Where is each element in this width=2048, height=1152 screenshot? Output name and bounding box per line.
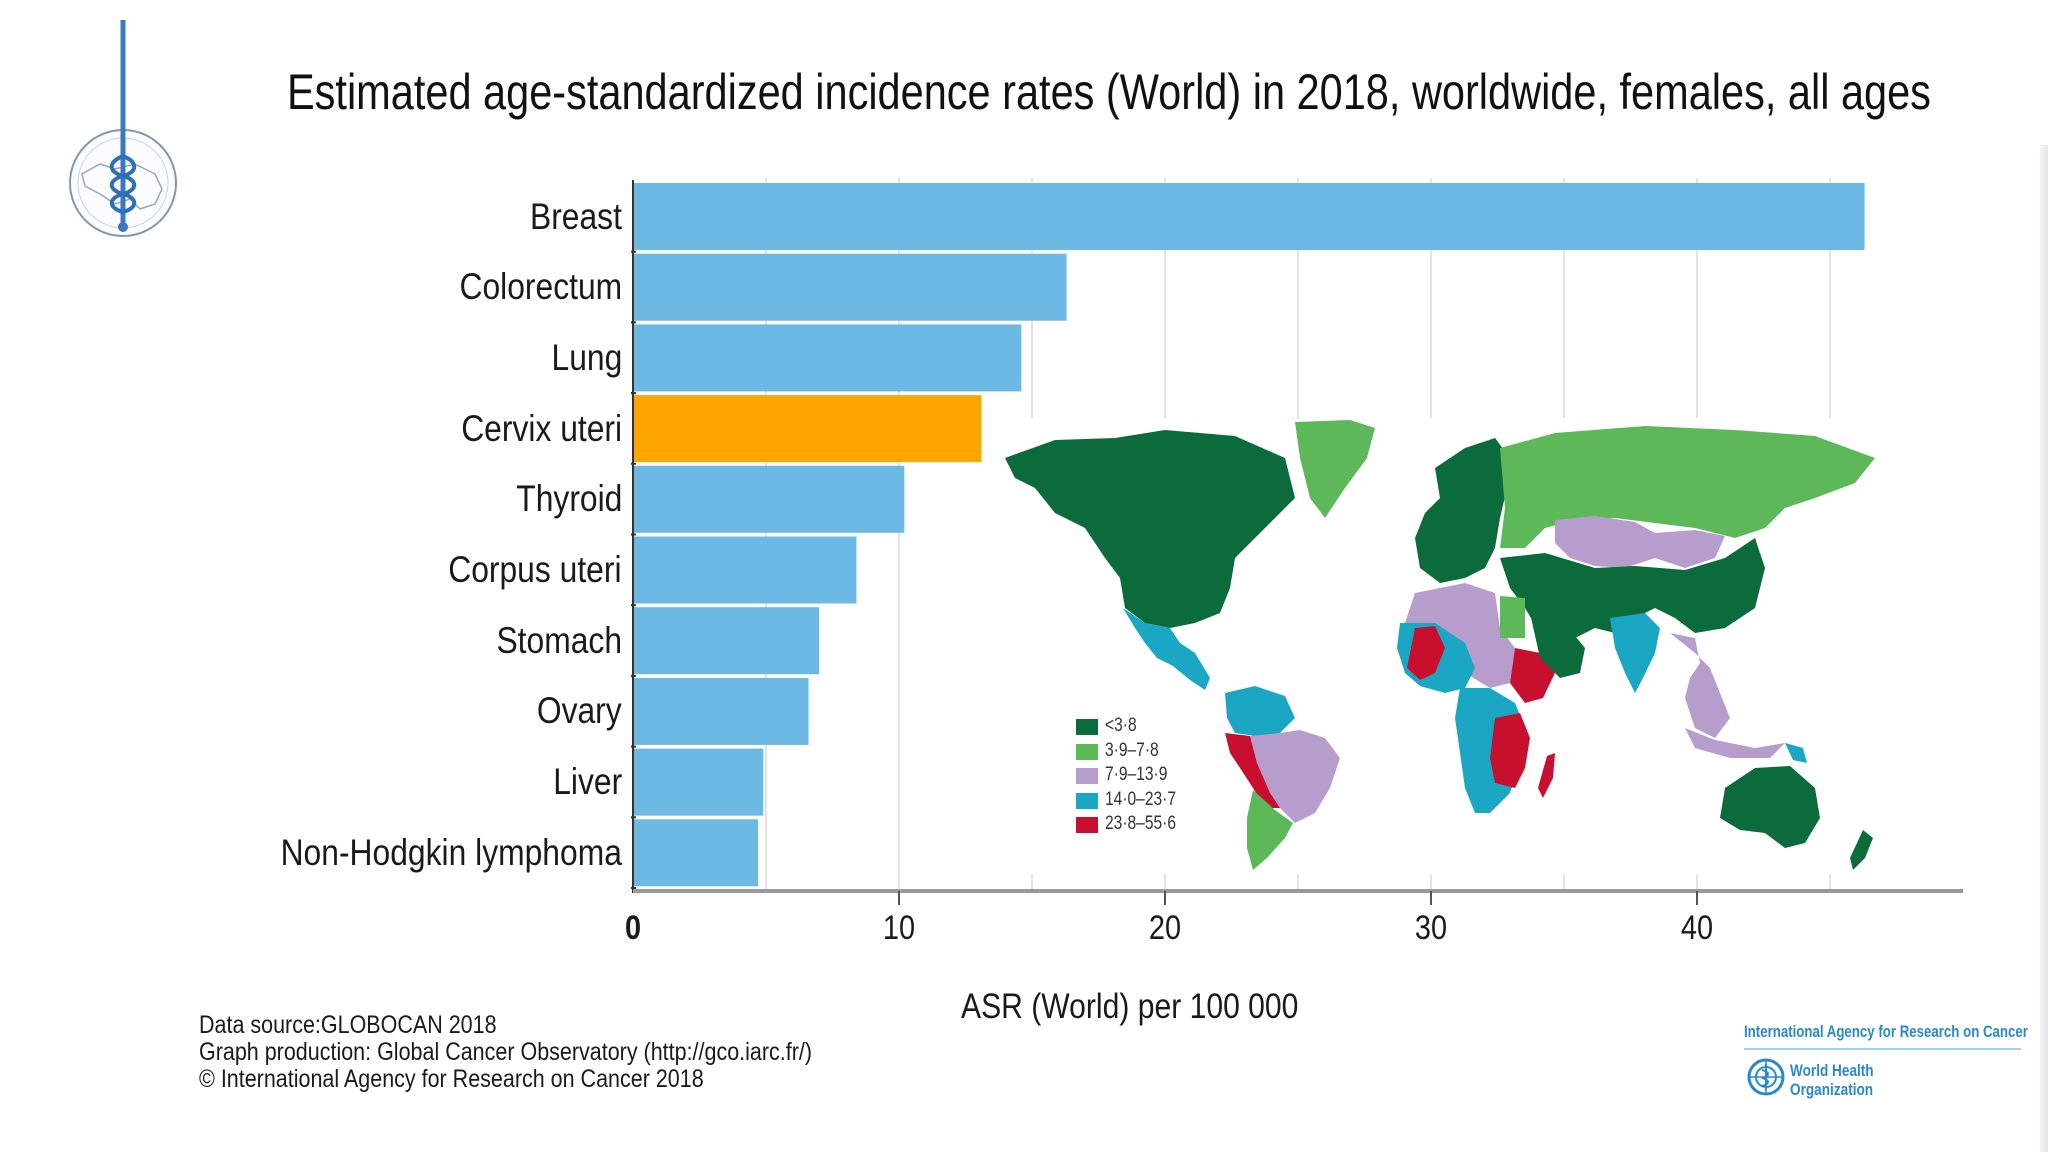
bar-corpus-uteri bbox=[633, 536, 857, 604]
map-southeast-asia bbox=[1670, 633, 1730, 738]
x-axis-line bbox=[633, 889, 1963, 893]
chart-title: Estimated age-standardized incidence rat… bbox=[287, 64, 1931, 120]
map-europe bbox=[1415, 438, 1510, 583]
map-greenland bbox=[1295, 420, 1375, 518]
bar-cervix-uteri bbox=[633, 395, 982, 463]
x-tick-label: 30 bbox=[1414, 909, 1448, 947]
category-label: Cervix uteri bbox=[461, 407, 622, 449]
map-southern-cone bbox=[1247, 790, 1293, 870]
category-label: Non-Hodgkin lymphoma bbox=[280, 831, 622, 873]
legend-label: 23·8–55·6 bbox=[1105, 813, 1177, 834]
map-brazil bbox=[1250, 730, 1340, 823]
map-central-america bbox=[1123, 608, 1210, 690]
legend-label: 3·9–7·8 bbox=[1105, 739, 1159, 761]
category-label: Ovary bbox=[537, 690, 622, 732]
bar-colorectum bbox=[633, 253, 1067, 321]
x-axis-title: ASR (World) per 100 000 bbox=[961, 987, 1299, 1026]
category-label: Colorectum bbox=[459, 266, 622, 308]
category-label: Liver bbox=[553, 761, 622, 803]
world-map bbox=[995, 418, 1905, 874]
map-east-africa-high bbox=[1490, 713, 1530, 788]
logo-serpent bbox=[109, 154, 137, 214]
map-indonesia bbox=[1685, 728, 1785, 758]
bars bbox=[633, 183, 1865, 887]
map-central-asia bbox=[1555, 516, 1725, 568]
legend-swatch bbox=[1076, 768, 1098, 784]
x-tick-label: 40 bbox=[1680, 909, 1714, 947]
legend-swatch bbox=[1076, 719, 1098, 735]
x-tick-label: 0 bbox=[624, 909, 642, 947]
category-label: Lung bbox=[551, 336, 622, 378]
who-emblem-icon bbox=[1747, 1058, 1785, 1096]
category-label: Corpus uteri bbox=[448, 549, 622, 590]
who-line2: Organization bbox=[1790, 1080, 1874, 1099]
footer-line: Graph production: Global Cancer Observat… bbox=[199, 1038, 813, 1066]
bar-non-hodgkin-lymphoma bbox=[633, 819, 759, 887]
map-asia bbox=[1500, 538, 1765, 648]
map-png bbox=[1785, 743, 1807, 763]
map-madagascar bbox=[1538, 753, 1555, 798]
legend-label: 14·0–23·7 bbox=[1105, 788, 1177, 810]
category-label: Breast bbox=[530, 195, 622, 237]
map-egypt bbox=[1500, 596, 1525, 638]
y-tick-marks bbox=[631, 250, 636, 889]
footer-line: Data source:GLOBOCAN 2018 bbox=[199, 1011, 497, 1039]
legend-swatch bbox=[1076, 743, 1098, 760]
map-north-america bbox=[1005, 430, 1295, 628]
legend-label: 7·9–13·9 bbox=[1105, 764, 1168, 785]
panel-edge bbox=[2040, 145, 2048, 1152]
map-andes bbox=[1225, 733, 1280, 808]
legend-label: <3·8 bbox=[1105, 715, 1137, 736]
x-tick-label: 20 bbox=[1148, 909, 1182, 947]
bar-thyroid bbox=[633, 465, 905, 533]
map-west-africa-high bbox=[1407, 626, 1445, 680]
footer-line: © International Agency for Research on C… bbox=[199, 1065, 704, 1093]
who-line1: World Health bbox=[1790, 1061, 1874, 1080]
category-label: Stomach bbox=[496, 619, 622, 661]
bar-lung bbox=[633, 324, 1022, 392]
logo-staff-end bbox=[118, 222, 128, 232]
iarc-divider bbox=[1744, 1048, 2021, 1050]
legend-swatch bbox=[1076, 817, 1098, 833]
bar-ovary bbox=[633, 677, 809, 745]
map-new-zealand bbox=[1850, 830, 1873, 870]
x-tick-label: 10 bbox=[882, 909, 916, 947]
logo-map-outline bbox=[81, 163, 163, 210]
map-india bbox=[1610, 613, 1660, 693]
x-tick-marks bbox=[898, 891, 1698, 905]
legend-swatch bbox=[1076, 792, 1098, 809]
logo-staff bbox=[120, 20, 126, 225]
bar-stomach bbox=[633, 607, 820, 675]
category-label: Thyroid bbox=[515, 478, 622, 520]
iarc-logo-text: International Agency for Research on Can… bbox=[1744, 1022, 2028, 1041]
bar-breast bbox=[633, 183, 1865, 250]
institute-logo bbox=[69, 20, 177, 237]
map-south-america-north bbox=[1225, 686, 1295, 736]
bar-liver bbox=[633, 748, 764, 816]
footer-credits: Data source:GLOBOCAN 2018 Graph producti… bbox=[199, 1012, 812, 1093]
who-logo-text: World Health Organization bbox=[1790, 1061, 1874, 1099]
map-arabia bbox=[1530, 613, 1585, 678]
map-australia bbox=[1720, 766, 1820, 848]
